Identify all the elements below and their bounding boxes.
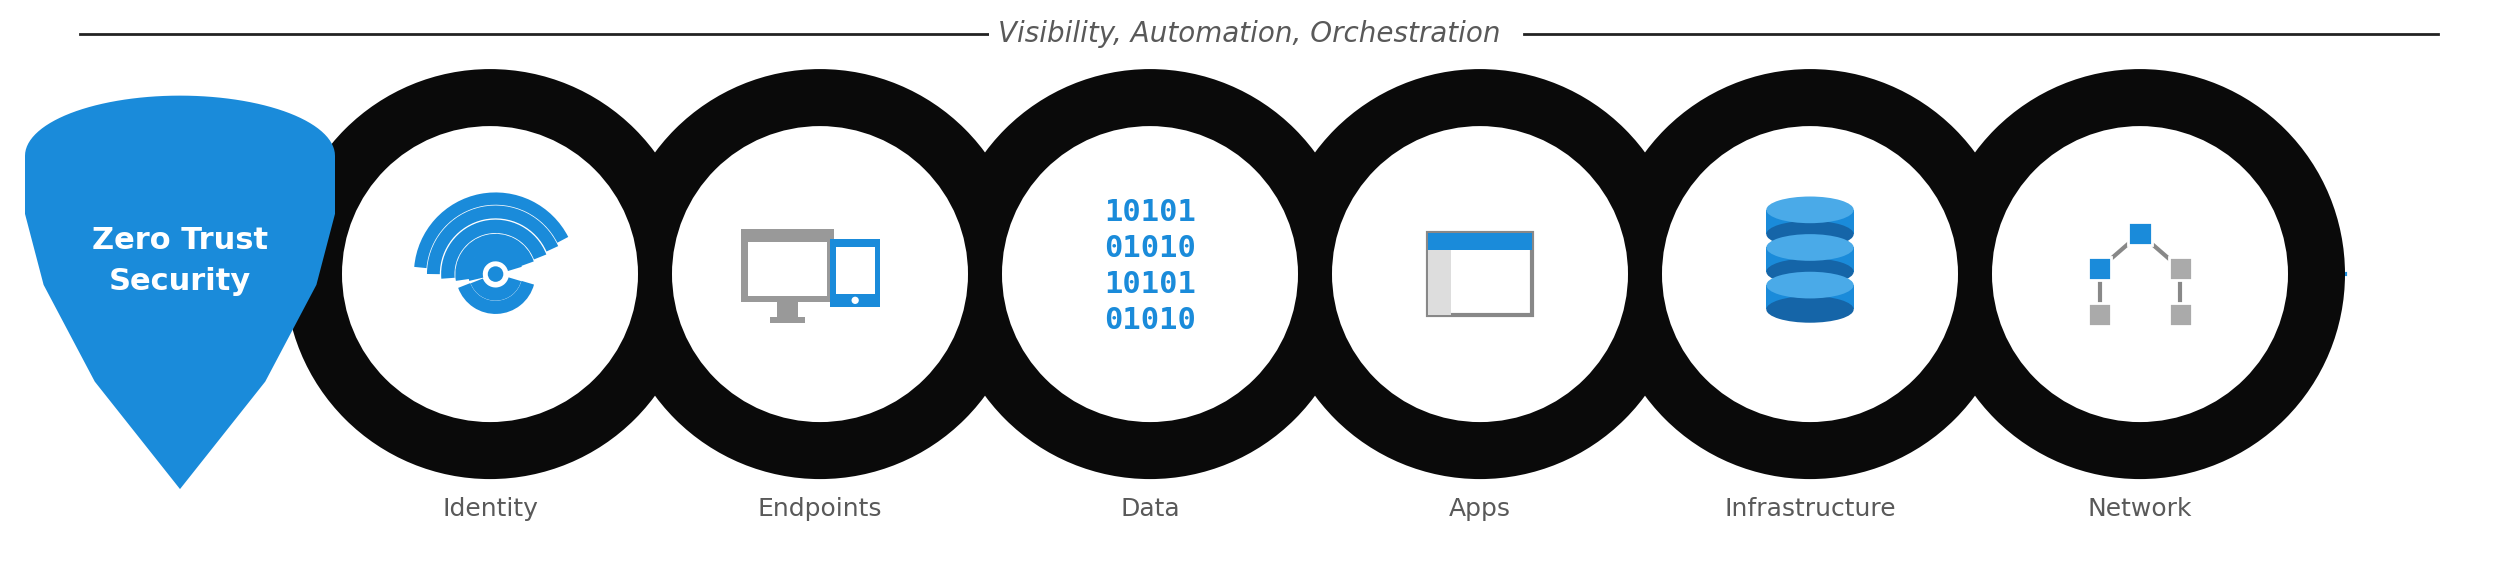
Ellipse shape	[1766, 196, 1854, 223]
Text: Endpoints: Endpoints	[757, 497, 882, 521]
Bar	[777, 302, 797, 317]
Circle shape	[672, 126, 969, 422]
Circle shape	[1002, 126, 1299, 422]
Bar	[837, 247, 874, 293]
Ellipse shape	[1766, 259, 1854, 285]
Bar	[2168, 303, 2193, 326]
Ellipse shape	[1766, 296, 1854, 323]
Bar	[1766, 210, 1854, 234]
Bar	[2088, 303, 2111, 326]
Bar	[2168, 257, 2193, 280]
Bar	[1766, 285, 1854, 309]
Circle shape	[342, 126, 637, 422]
Bar	[739, 229, 834, 302]
Ellipse shape	[1766, 272, 1854, 299]
Bar	[769, 317, 804, 323]
Circle shape	[487, 266, 502, 282]
Circle shape	[615, 69, 1024, 479]
Text: Identity: Identity	[442, 497, 537, 521]
Circle shape	[1274, 69, 1686, 479]
Bar	[747, 242, 827, 296]
Text: 10101
01010
10101
01010: 10101 01010 10101 01010	[1104, 198, 1197, 335]
Circle shape	[1606, 69, 2016, 479]
Bar	[2128, 222, 2151, 246]
Bar	[1429, 233, 1531, 250]
Text: Apps: Apps	[1449, 497, 1511, 521]
Circle shape	[285, 69, 694, 479]
Text: Zero Trust
Security: Zero Trust Security	[92, 227, 267, 296]
Circle shape	[1331, 126, 1629, 422]
Bar	[1766, 247, 1854, 272]
Ellipse shape	[1766, 234, 1854, 261]
Circle shape	[944, 69, 1354, 479]
Bar	[829, 239, 879, 307]
Circle shape	[1661, 126, 1958, 422]
Polygon shape	[25, 95, 335, 489]
Text: Infrastructure: Infrastructure	[1724, 497, 1896, 521]
Circle shape	[852, 297, 859, 304]
Text: Network: Network	[2088, 497, 2193, 521]
Ellipse shape	[1766, 221, 1854, 247]
Circle shape	[1936, 69, 2346, 479]
Bar	[1429, 250, 1451, 315]
Text: Data: Data	[1119, 497, 1179, 521]
Bar	[1429, 233, 1531, 315]
Bar	[2088, 257, 2111, 280]
Text: Visibility, Automation, Orchestration: Visibility, Automation, Orchestration	[997, 20, 1501, 49]
Circle shape	[1991, 126, 2288, 422]
